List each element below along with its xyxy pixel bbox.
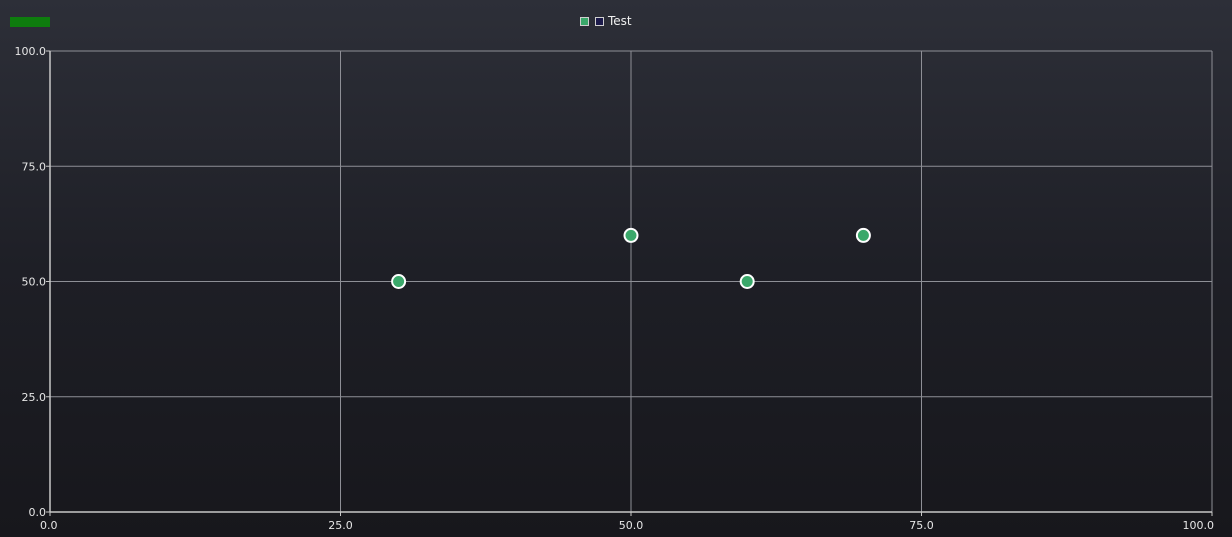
status-indicator-bar xyxy=(10,17,50,27)
y-tick-label: 75.0 xyxy=(22,160,47,173)
y-tick-label: 25.0 xyxy=(22,391,47,404)
legend-swatch-series[interactable] xyxy=(580,16,589,26)
x-tick-label: 25.0 xyxy=(328,519,353,532)
data-points xyxy=(391,227,871,289)
y-tick-label: 50.0 xyxy=(22,276,47,289)
y-tick-label: 100.0 xyxy=(15,45,47,58)
legend-label-test: Test xyxy=(608,14,632,28)
x-tick-label: 50.0 xyxy=(619,519,644,532)
x-axis-tick-labels: 0.0 25.0 50.0 75.0 100.0 xyxy=(40,512,1214,532)
legend-swatch-test[interactable] xyxy=(595,16,604,26)
legend: Test xyxy=(580,13,632,29)
x-tick-label: 0.0 xyxy=(40,519,58,532)
data-point[interactable] xyxy=(391,274,407,289)
x-tick-label: 75.0 xyxy=(909,519,934,532)
data-point[interactable] xyxy=(855,227,871,243)
data-point[interactable] xyxy=(623,227,639,243)
y-axis-tick-labels: 0.0 25.0 50.0 75.0 100.0 xyxy=(15,45,50,519)
x-tick-label: 100.0 xyxy=(1183,519,1215,532)
data-point[interactable] xyxy=(739,274,755,289)
grid-lines xyxy=(49,50,1213,513)
y-tick-label: 0.0 xyxy=(29,506,47,519)
